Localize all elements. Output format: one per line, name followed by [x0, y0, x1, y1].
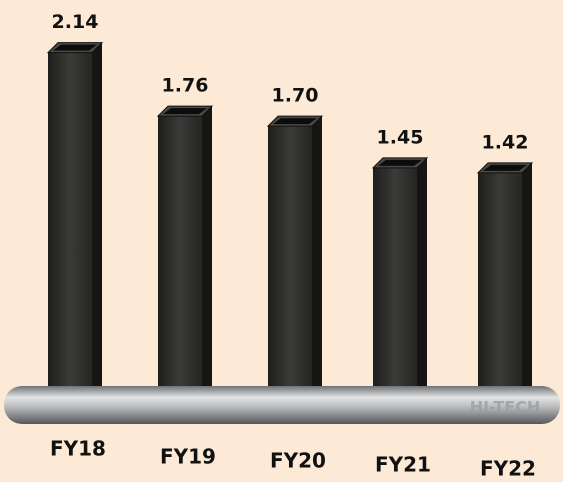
bar-hollow [483, 164, 527, 171]
bar-side [522, 162, 532, 400]
x-tick-label: FY22 [480, 457, 536, 481]
watermark: HI-TECH [470, 398, 541, 417]
bar-side [92, 42, 102, 401]
pipe-body [4, 386, 560, 424]
bar-hollow [378, 159, 422, 166]
bars [46, 42, 534, 401]
bar-hollow [53, 44, 97, 51]
bar-hollow [163, 108, 207, 115]
value-label: 1.42 [482, 131, 529, 153]
pipe: HI-TECH [4, 386, 560, 424]
x-tick-label: FY18 [50, 437, 106, 461]
x-tick-label: FY21 [375, 453, 431, 477]
bar [478, 172, 522, 400]
x-tick-label: FY20 [270, 449, 326, 473]
bar-side [417, 157, 427, 400]
bar [48, 52, 92, 401]
value-label: 1.45 [377, 126, 424, 148]
bar [373, 167, 417, 400]
value-label: 1.70 [272, 85, 319, 107]
labels: 2.14 FY18 1.76 FY19 1.70 FY20 1.45 FY21 1.42 FY22 [50, 11, 536, 480]
bar [158, 116, 202, 400]
bar-side [202, 106, 212, 400]
value-label: 2.14 [52, 11, 99, 33]
x-tick-label: FY19 [160, 445, 216, 469]
bar-side [312, 116, 322, 400]
value-label: 1.76 [162, 75, 209, 97]
bar-hollow [273, 118, 317, 125]
bar [268, 126, 312, 400]
